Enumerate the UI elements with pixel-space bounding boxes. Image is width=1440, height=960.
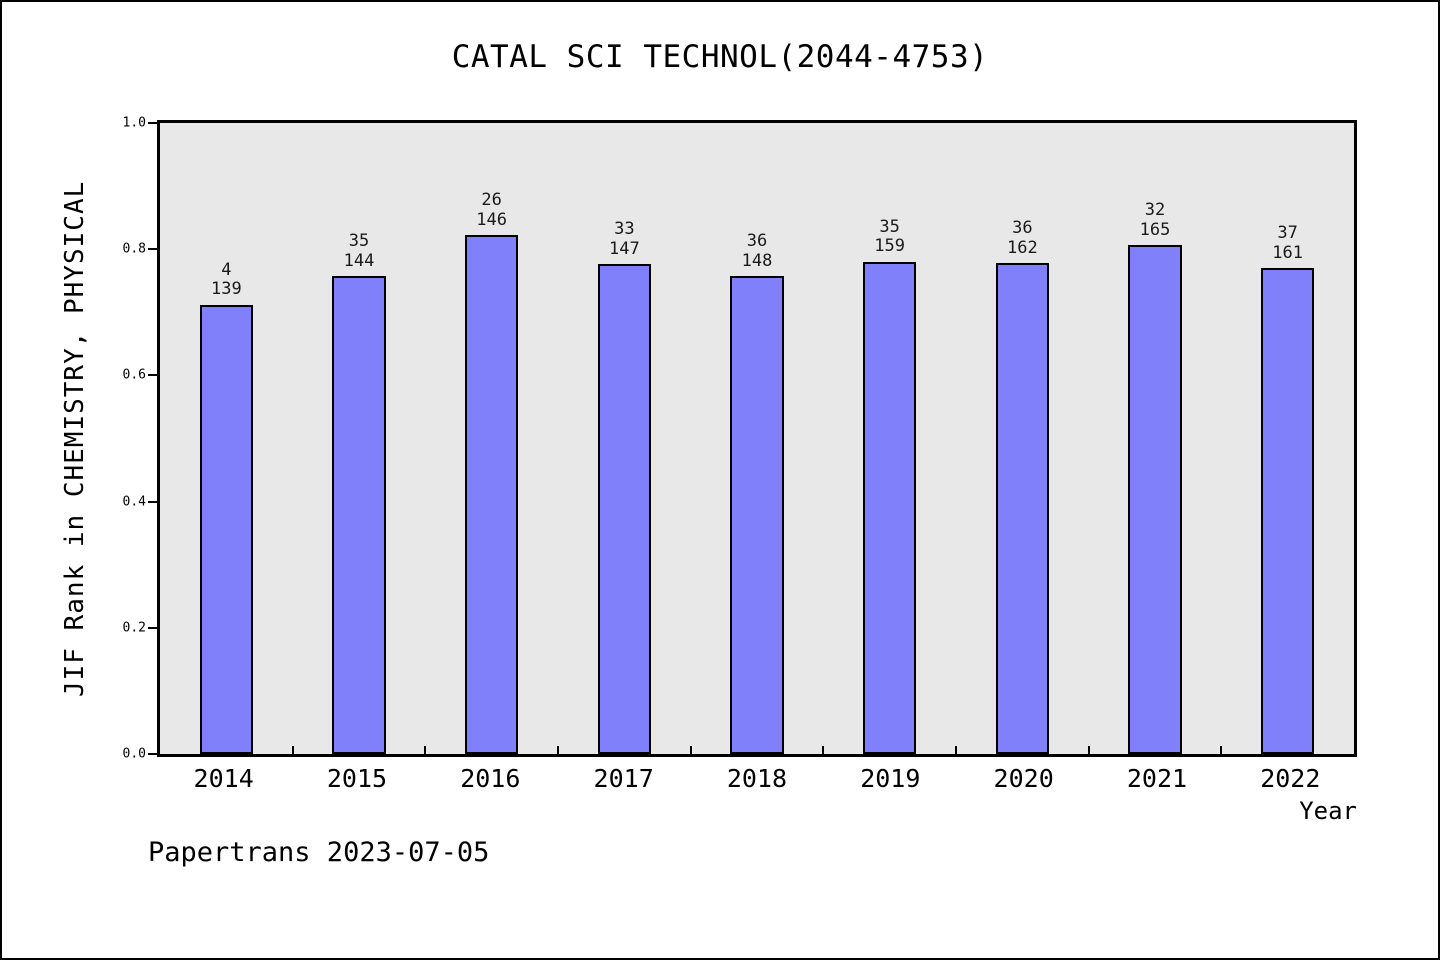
- bar-annotation-total: 162: [1006, 237, 1038, 258]
- x-minor-tick: [291, 746, 294, 754]
- bar-annotation-total: 144: [343, 250, 375, 271]
- bar-annotation-total: 165: [1139, 219, 1171, 240]
- bar-annotation-rank: 33: [614, 219, 635, 240]
- x-minor-tick: [1220, 746, 1223, 754]
- x-minor-tick: [822, 746, 825, 754]
- bar-annotation-total: 148: [741, 250, 773, 271]
- bar-annotation-total: 159: [874, 236, 906, 257]
- bar-annotation-rank: 36: [1012, 218, 1033, 238]
- bar-slot: 26 146: [425, 123, 558, 754]
- bar: [199, 304, 253, 754]
- x-tick-label: 2022: [1260, 764, 1321, 793]
- bar: [465, 235, 519, 754]
- bar-annotation: 36 148: [691, 232, 824, 271]
- x-minor-tick: [424, 746, 427, 754]
- x-minor-tick: [955, 746, 957, 754]
- y-tick: [148, 626, 160, 629]
- bar-annotation-rank: 26: [481, 190, 502, 211]
- x-axis-labels: 2014 2015 2016 2017 2018 2019 2020 2021 2022: [157, 764, 1357, 794]
- y-tick: [148, 753, 160, 755]
- bar-annotation-rank: 32: [1144, 200, 1166, 221]
- x-tick-label: 2014: [193, 764, 254, 793]
- x-tick-label: 2020: [993, 764, 1054, 793]
- x-tick-label: 2017: [593, 764, 654, 793]
- bar-annotation-rank: 37: [1277, 223, 1298, 244]
- chart-title: CATAL SCI TECHNOL(2044-4753): [451, 39, 989, 75]
- x-tick-label: 2018: [726, 764, 788, 793]
- y-tick-label: 0.0: [122, 746, 146, 762]
- bar-annotation: 32 165: [1089, 201, 1222, 240]
- bar: [332, 276, 386, 754]
- x-tick-label: 2015: [326, 764, 388, 793]
- bar-slot: 4 139: [160, 123, 293, 754]
- x-minor-tick: [689, 746, 692, 754]
- bar: [1261, 268, 1315, 754]
- y-tick: [148, 500, 160, 503]
- y-tick-label: 0.4: [122, 494, 146, 510]
- y-tick-label: 0.6: [122, 367, 146, 383]
- y-tick: [148, 374, 160, 377]
- bar-slot: 36 162: [956, 123, 1089, 754]
- bar-slot: 37 161: [1221, 123, 1354, 754]
- bar-slot: 35 159: [823, 123, 956, 754]
- y-tick-label: 0.2: [122, 620, 146, 636]
- bar-annotation: 36 162: [956, 218, 1089, 258]
- bar: [1128, 245, 1182, 754]
- footer-text: Papertrans 2023-07-05: [148, 837, 490, 868]
- bar: [730, 276, 784, 754]
- x-minor-tick: [557, 746, 559, 754]
- bar-annotation: 33 147: [558, 220, 691, 259]
- bar: [597, 264, 651, 754]
- bar-annotation-total: 139: [210, 279, 242, 300]
- bar-slot: 36 148: [691, 123, 824, 754]
- x-tick-label: 2019: [860, 764, 921, 793]
- bar-annotation: 35 144: [293, 232, 426, 271]
- y-tick-label: 0.8: [122, 241, 146, 257]
- bar-annotation-rank: 35: [879, 216, 900, 237]
- y-tick: [148, 122, 160, 124]
- y-tick: [148, 248, 160, 251]
- x-tick-label: 2021: [1126, 764, 1188, 793]
- y-tick-label: 1.0: [122, 115, 146, 131]
- bar-annotation-total: 147: [608, 238, 640, 259]
- x-tick-label: 2016: [460, 764, 521, 793]
- bar-annotation-rank: 35: [348, 231, 370, 252]
- bar-slot: 32 165: [1089, 123, 1222, 754]
- x-minor-tick: [1087, 746, 1090, 754]
- x-axis-title: Year: [1299, 797, 1357, 825]
- bar-annotation-rank: 4: [221, 259, 232, 280]
- plot-area: 4 139 35 144 26 146 33 147 36 148 35 159 36 162 32 165 3…: [123, 116, 1357, 762]
- y-axis-label: JIF Rank in CHEMISTRY, PHYSICAL: [60, 180, 90, 697]
- bar-annotation-rank: 36: [746, 231, 768, 252]
- bar-annotation: 26 146: [425, 191, 558, 230]
- bar-annotation-total: 161: [1272, 242, 1304, 263]
- bar-slot: 35 144: [293, 123, 426, 754]
- bar-annotation: 35 159: [823, 216, 956, 257]
- bar: [863, 261, 917, 754]
- bar-annotation: 37 161: [1221, 223, 1354, 263]
- bar-slot: 33 147: [558, 123, 691, 754]
- bar-annotation: 4 139: [160, 259, 293, 300]
- bar-annotation-total: 146: [476, 209, 508, 230]
- bar: [995, 263, 1049, 754]
